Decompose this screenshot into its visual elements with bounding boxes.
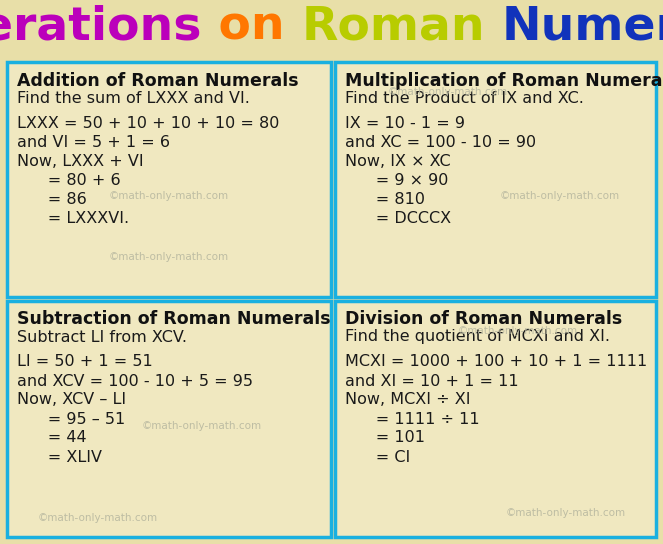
Text: = LXXXVI.: = LXXXVI. <box>17 211 129 226</box>
Text: and VI = 5 + 1 = 6: and VI = 5 + 1 = 6 <box>17 135 170 150</box>
Text: Division of Roman Numerals: Division of Roman Numerals <box>345 311 623 329</box>
Text: on: on <box>202 4 301 50</box>
Text: = 1111 ÷ 11: = 1111 ÷ 11 <box>345 411 479 426</box>
Text: = 9 × 90: = 9 × 90 <box>345 173 448 188</box>
Text: LI = 50 + 1 = 51: LI = 50 + 1 = 51 <box>17 355 152 369</box>
Text: Now, IX × XC: Now, IX × XC <box>345 154 451 169</box>
Text: = 101: = 101 <box>345 430 425 446</box>
Text: Now, XCV – LI: Now, XCV – LI <box>17 393 126 407</box>
Text: Roman: Roman <box>301 4 485 50</box>
Text: Subtraction of Roman Numerals: Subtraction of Roman Numerals <box>17 311 331 329</box>
Text: and XC = 100 - 10 = 90: and XC = 100 - 10 = 90 <box>345 135 536 150</box>
Text: = 44: = 44 <box>17 430 87 446</box>
Text: ©math-only-math.com: ©math-only-math.com <box>506 508 626 518</box>
Text: MCXI = 1000 + 100 + 10 + 1 = 1111: MCXI = 1000 + 100 + 10 + 1 = 1111 <box>345 355 647 369</box>
FancyBboxPatch shape <box>7 300 331 537</box>
Text: ©math-only-math.com: ©math-only-math.com <box>109 190 229 201</box>
Text: Subtract LI from XCV.: Subtract LI from XCV. <box>17 330 187 344</box>
Text: Find the sum of LXXX and VI.: Find the sum of LXXX and VI. <box>17 91 250 106</box>
Text: = XLIV: = XLIV <box>17 449 102 465</box>
Text: LXXX = 50 + 10 + 10 + 10 = 80: LXXX = 50 + 10 + 10 + 10 = 80 <box>17 116 279 131</box>
Text: ©math-only-math.com: ©math-only-math.com <box>458 326 578 336</box>
Text: = 80 + 6: = 80 + 6 <box>17 173 121 188</box>
Text: Operations: Operations <box>0 4 202 50</box>
Text: Now, MCXI ÷ XI: Now, MCXI ÷ XI <box>345 393 471 407</box>
Text: Find the Product of IX and XC.: Find the Product of IX and XC. <box>345 91 584 106</box>
Text: and XI = 10 + 1 = 11: and XI = 10 + 1 = 11 <box>345 374 518 388</box>
Text: = CI: = CI <box>345 449 410 465</box>
Text: ©math-only-math.com: ©math-only-math.com <box>141 421 261 431</box>
Text: Now, LXXX + VI: Now, LXXX + VI <box>17 154 144 169</box>
Text: IX = 10 - 1 = 9: IX = 10 - 1 = 9 <box>345 116 465 131</box>
Text: = 86: = 86 <box>17 192 87 207</box>
Text: and XCV = 100 - 10 + 5 = 95: and XCV = 100 - 10 + 5 = 95 <box>17 374 253 388</box>
FancyBboxPatch shape <box>7 62 331 296</box>
Text: ©math-only-math.com: ©math-only-math.com <box>38 513 158 523</box>
Text: ©math-only-math.com: ©math-only-math.com <box>387 88 507 97</box>
Text: Addition of Roman Numerals: Addition of Roman Numerals <box>17 72 298 90</box>
Text: = DCCCX: = DCCCX <box>345 211 451 226</box>
FancyBboxPatch shape <box>335 300 656 537</box>
Text: Find the quotient of MCXI and XI.: Find the quotient of MCXI and XI. <box>345 330 610 344</box>
Text: = 95 – 51: = 95 – 51 <box>17 411 125 426</box>
Text: Numerals: Numerals <box>501 4 663 50</box>
FancyBboxPatch shape <box>335 62 656 296</box>
Text: Multiplication of Roman Numerals: Multiplication of Roman Numerals <box>345 72 663 90</box>
Text: ©math-only-math.com: ©math-only-math.com <box>109 252 229 262</box>
Text: = 810: = 810 <box>345 192 425 207</box>
Text: ©math-only-math.com: ©math-only-math.com <box>500 190 620 201</box>
